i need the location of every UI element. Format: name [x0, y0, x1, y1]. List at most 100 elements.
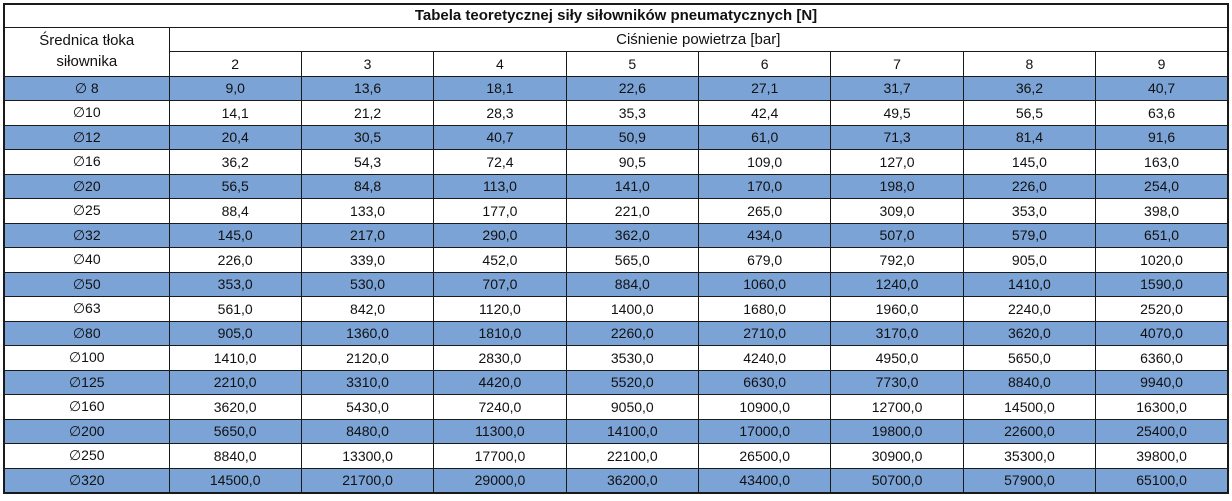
force-value-cell: 177,0 — [433, 198, 567, 224]
force-value-cell: 12700,0 — [830, 394, 964, 420]
force-value-cell: 20,4 — [168, 124, 302, 150]
force-value-cell: 4420,0 — [433, 369, 567, 395]
force-value-cell: 14100,0 — [565, 418, 700, 444]
force-value-cell: 22,6 — [565, 75, 700, 101]
force-value-cell: 163,0 — [1095, 149, 1229, 175]
force-value-cell: 1680,0 — [697, 296, 832, 322]
force-value-cell: 27,1 — [697, 75, 832, 101]
diameter-cell: ∅63 — [3, 296, 170, 322]
force-value-cell: 21,2 — [300, 100, 435, 126]
force-value-cell: 21700,0 — [300, 467, 435, 493]
force-value-cell: 10900,0 — [697, 394, 832, 420]
force-value-cell: 1960,0 — [830, 296, 964, 322]
force-value-cell: 14500,0 — [962, 394, 1097, 420]
pressure-header-4: 4 — [433, 50, 567, 77]
force-value-cell: 43400,0 — [697, 467, 832, 493]
force-value-cell: 362,0 — [565, 222, 700, 248]
table-title: Tabela teoretycznej siły siłowników pneu… — [3, 3, 1229, 28]
force-value-cell: 339,0 — [300, 247, 435, 273]
diameter-cell: ∅ 8 — [3, 75, 170, 101]
title-row: Tabela teoretycznej siły siłowników pneu… — [3, 3, 1229, 28]
force-value-cell: 40,7 — [433, 124, 567, 150]
force-value-cell: 1120,0 — [433, 296, 567, 322]
force-value-cell: 452,0 — [433, 247, 567, 273]
force-value-cell: 30,5 — [300, 124, 435, 150]
force-value-cell: 61,0 — [697, 124, 832, 150]
force-value-cell: 49,5 — [830, 100, 964, 126]
force-value-cell: 3170,0 — [830, 320, 964, 346]
force-value-cell: 29000,0 — [433, 467, 567, 493]
force-value-cell: 3620,0 — [168, 394, 302, 420]
force-value-cell: 113,0 — [433, 173, 567, 199]
force-value-cell: 72,4 — [433, 149, 567, 175]
table-row: ∅63 561,0 842,0 1120,0 1400,0 1680,0 1960,0 224… — [3, 296, 1229, 322]
table-row: ∅40 226,0 339,0 452,0 565,0 679,0 792,0 905,0 10… — [3, 247, 1229, 273]
force-value-cell: 530,0 — [300, 271, 435, 297]
force-value-cell: 792,0 — [830, 247, 964, 273]
force-value-cell: 905,0 — [962, 247, 1097, 273]
force-value-cell: 565,0 — [565, 247, 700, 273]
force-value-cell: 8840,0 — [962, 369, 1097, 395]
force-value-cell: 54,3 — [300, 149, 435, 175]
force-value-cell: 1020,0 — [1095, 247, 1229, 273]
table-body: ∅ 8 9,0 13,6 18,1 22,6 27,1 31,7 36,2 40,7 ∅10 14,… — [3, 75, 1229, 493]
force-value-cell: 63,6 — [1095, 100, 1229, 126]
force-value-cell: 226,0 — [168, 247, 302, 273]
pressure-header-5: 5 — [565, 50, 700, 77]
diameter-cell: ∅25 — [3, 198, 170, 224]
force-value-cell: 170,0 — [697, 173, 832, 199]
force-value-cell: 109,0 — [697, 149, 832, 175]
pressure-header-7: 7 — [830, 50, 964, 77]
force-value-cell: 17000,0 — [697, 418, 832, 444]
force-value-cell: 31,7 — [830, 75, 964, 101]
force-value-cell: 71,3 — [830, 124, 964, 150]
force-value-cell: 22100,0 — [565, 443, 700, 469]
force-value-cell: 226,0 — [962, 173, 1097, 199]
pressure-header-8: 8 — [962, 50, 1097, 77]
diameter-cell: ∅80 — [3, 320, 170, 346]
table-header: Tabela teoretycznej siły siłowników pneu… — [3, 3, 1229, 77]
diameter-cell: ∅40 — [3, 247, 170, 273]
force-value-cell: 4240,0 — [697, 345, 832, 371]
force-value-cell: 18,1 — [433, 75, 567, 101]
diameter-cell: ∅200 — [3, 418, 170, 444]
force-value-cell: 36,2 — [962, 75, 1097, 101]
force-value-cell: 1410,0 — [962, 271, 1097, 297]
force-value-cell: 56,5 — [168, 173, 302, 199]
force-value-cell: 8840,0 — [168, 443, 302, 469]
force-value-cell: 133,0 — [300, 198, 435, 224]
force-value-cell: 5430,0 — [300, 394, 435, 420]
force-value-cell: 56,5 — [962, 100, 1097, 126]
table-row: ∅100 1410,0 2120,0 2830,0 3530,0 4240,0 4950,0… — [3, 345, 1229, 371]
force-value-cell: 2240,0 — [962, 296, 1097, 322]
force-value-cell: 65100,0 — [1095, 467, 1229, 493]
diameter-cell: ∅50 — [3, 271, 170, 297]
force-value-cell: 36200,0 — [565, 467, 700, 493]
force-value-cell: 145,0 — [962, 149, 1097, 175]
force-value-cell: 884,0 — [565, 271, 700, 297]
force-value-cell: 707,0 — [433, 271, 567, 297]
force-value-cell: 4950,0 — [830, 345, 964, 371]
force-value-cell: 9050,0 — [565, 394, 700, 420]
pneumatic-force-table: Tabela teoretycznej siły siłowników pneu… — [3, 3, 1229, 494]
table-row: ∅12 20,4 30,5 40,7 50,9 61,0 71,3 81,4 91,6 — [3, 124, 1229, 150]
force-value-cell: 35300,0 — [962, 443, 1097, 469]
table-row: ∅10 14,1 21,2 28,3 35,3 42,4 49,5 56,5 63,6 — [3, 100, 1229, 126]
force-value-cell: 81,4 — [962, 124, 1097, 150]
force-value-cell: 26500,0 — [697, 443, 832, 469]
force-value-cell: 309,0 — [830, 198, 964, 224]
force-value-cell: 13,6 — [300, 75, 435, 101]
diameter-cell: ∅160 — [3, 394, 170, 420]
force-value-cell: 39800,0 — [1095, 443, 1229, 469]
force-value-cell: 36,2 — [168, 149, 302, 175]
group-header-row: Średnica tłoka siłownika Ciśnienie powie… — [3, 26, 1229, 77]
force-value-cell: 1060,0 — [697, 271, 832, 297]
force-value-cell: 6630,0 — [697, 369, 832, 395]
force-value-cell: 84,8 — [300, 173, 435, 199]
diameter-cell: ∅125 — [3, 369, 170, 395]
diameter-cell: ∅16 — [3, 149, 170, 175]
diameter-cell: ∅20 — [3, 173, 170, 199]
force-value-cell: 40,7 — [1095, 75, 1229, 101]
table-row: ∅250 8840,0 13300,0 17700,0 22100,0 26500,0 30… — [3, 443, 1229, 469]
force-value-cell: 141,0 — [565, 173, 700, 199]
